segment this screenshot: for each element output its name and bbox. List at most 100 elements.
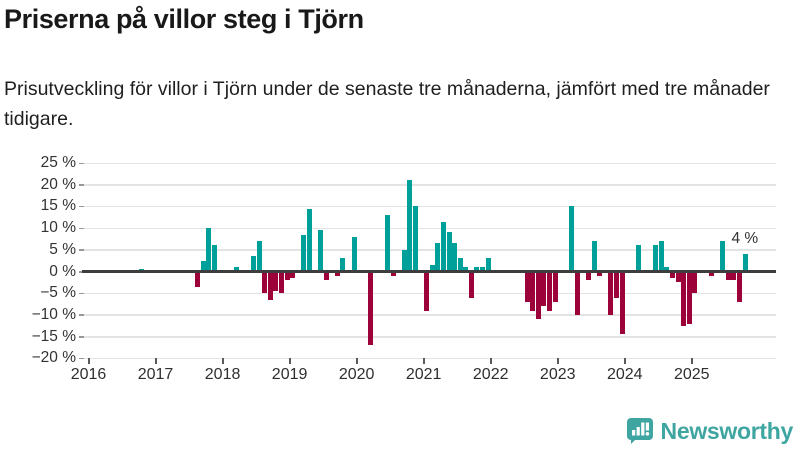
x-axis-label: 2022	[472, 366, 509, 383]
bar	[306, 208, 312, 272]
x-axis-tick	[489, 358, 492, 364]
y-axis-label: 15 %	[40, 197, 76, 215]
x-axis-label: 2020	[338, 366, 375, 383]
y-axis-tick	[79, 336, 84, 338]
gridline	[84, 336, 776, 338]
bar	[200, 260, 206, 272]
bar	[692, 271, 698, 294]
bar	[256, 241, 262, 272]
bar	[452, 243, 458, 272]
x-axis-label: 2016	[70, 366, 107, 383]
bar	[524, 271, 530, 302]
y-axis-label: −10 %	[31, 305, 76, 323]
bar	[686, 271, 692, 324]
x-axis-label: 2024	[606, 366, 643, 383]
y-axis-tick	[79, 162, 84, 164]
chart-subtitle: Prisutveckling för villor i Tjörn under …	[4, 78, 770, 131]
x-axis-tick	[221, 358, 224, 364]
newsworthy-speech-bubble-chart-icon	[626, 417, 654, 445]
y-axis-tick	[79, 184, 84, 186]
bar	[552, 271, 558, 302]
gridline	[84, 292, 776, 295]
y-axis-label: −15 %	[31, 327, 76, 345]
bar	[250, 256, 256, 272]
bar	[446, 232, 452, 272]
bar	[267, 271, 273, 300]
bar	[368, 271, 374, 346]
x-axis-tick	[623, 358, 626, 364]
newsworthy-logo[interactable]: Newsworthy	[626, 417, 793, 445]
bar	[290, 271, 296, 278]
bar	[412, 206, 418, 272]
bar	[440, 221, 446, 272]
bar	[586, 271, 592, 281]
bar	[574, 271, 580, 315]
y-axis-label: −5 %	[40, 284, 76, 302]
bar	[636, 245, 642, 272]
bar	[195, 271, 201, 287]
x-axis-tick	[422, 358, 425, 364]
bar	[323, 271, 329, 281]
newsworthy-wordmark: Newsworthy	[660, 417, 794, 444]
bar	[340, 258, 346, 272]
y-axis-tick	[79, 249, 84, 251]
bar	[206, 228, 212, 272]
bar	[569, 206, 575, 272]
bar	[429, 264, 435, 272]
y-axis-label: 5 %	[49, 240, 76, 258]
zero-line	[82, 270, 776, 273]
bar	[334, 271, 340, 276]
bar	[736, 271, 742, 302]
x-axis-label: 2025	[673, 366, 710, 383]
bar	[351, 236, 357, 272]
bar	[262, 271, 268, 294]
bar	[535, 271, 541, 320]
bar	[318, 230, 324, 272]
bar	[742, 254, 748, 272]
y-axis-tick	[79, 205, 84, 208]
bar	[401, 249, 407, 272]
gridline	[84, 205, 776, 208]
y-axis-label: 25 %	[40, 154, 76, 171]
y-axis-label: 20 %	[40, 175, 76, 193]
bar	[435, 243, 441, 272]
x-axis-label: 2021	[405, 366, 442, 383]
bar	[608, 271, 614, 315]
bar	[591, 241, 597, 272]
y-axis-label: −20 %	[31, 349, 76, 367]
bar	[597, 271, 603, 276]
bar	[468, 271, 474, 298]
bar	[541, 271, 547, 307]
y-axis-label: 10 %	[40, 219, 76, 237]
bar	[658, 241, 664, 272]
bar	[725, 271, 731, 281]
bar	[211, 245, 217, 272]
bar	[619, 271, 625, 335]
bar	[653, 245, 659, 272]
bar	[675, 271, 681, 283]
gridline	[84, 184, 776, 186]
bar	[485, 258, 491, 272]
y-axis-tick	[79, 314, 84, 316]
gridline	[84, 227, 776, 230]
y-axis-tick	[79, 271, 84, 273]
bar	[731, 271, 737, 281]
gridline	[84, 249, 776, 251]
bar	[385, 215, 391, 272]
bar	[234, 267, 240, 272]
x-axis-tick	[355, 358, 358, 364]
x-axis-label: 2019	[271, 366, 308, 383]
x-axis-tick	[690, 358, 693, 364]
bar	[480, 267, 486, 272]
bar	[390, 271, 396, 276]
bar	[407, 180, 413, 272]
x-axis-tick	[87, 358, 90, 364]
y-axis-tick	[79, 292, 84, 295]
bar	[424, 271, 430, 311]
bar	[681, 271, 687, 326]
bar	[284, 271, 290, 281]
bar	[614, 271, 620, 298]
bar	[709, 271, 715, 276]
